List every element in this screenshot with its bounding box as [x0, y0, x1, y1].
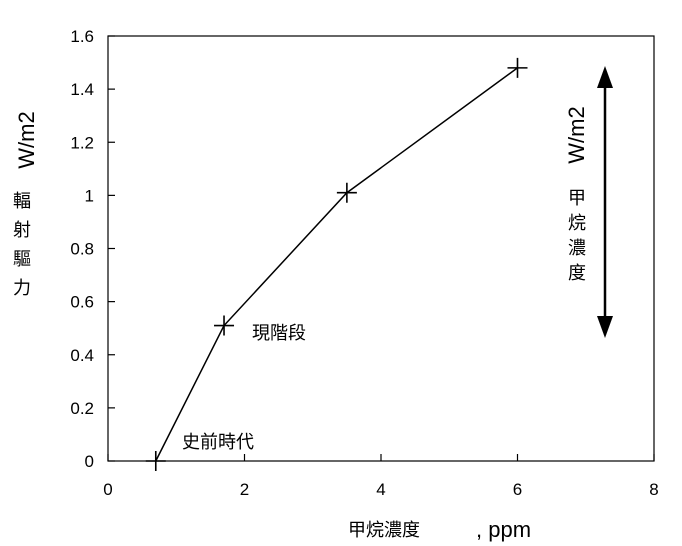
- y-tick-label: 0.4: [70, 346, 94, 365]
- side-arrow-label-char: 度: [568, 263, 586, 284]
- data-point-marker: [336, 182, 357, 203]
- side-arrow-label-char: 濃: [568, 238, 586, 259]
- y-tick-label: 1.6: [70, 27, 94, 46]
- y-axis-label-char: 力: [13, 278, 31, 299]
- y-tick-label: 1: [85, 186, 94, 205]
- y-axis-label-char: 射: [13, 220, 31, 241]
- y-tick-label: 1.2: [70, 133, 94, 152]
- annotation-present: 現階段: [252, 323, 306, 344]
- x-axis-ticks: 0 2 4 6 8: [103, 454, 659, 499]
- y-axis-label-char: 驅: [13, 249, 31, 270]
- y-tick-label: 0.2: [70, 399, 94, 418]
- y-tick-label: 1.4: [70, 80, 94, 99]
- double-arrow-icon: [597, 66, 613, 338]
- x-tick-label: 6: [513, 480, 522, 499]
- x-axis-label: 甲烷濃度: [348, 520, 420, 541]
- data-point-marker: [214, 315, 235, 336]
- y-tick-label: 0.6: [70, 293, 94, 312]
- series-group: [145, 57, 528, 471]
- series-line: [155, 67, 518, 462]
- side-arrow-label: 甲烷濃度: [568, 188, 586, 284]
- y-axis-ticks: 0 0.2 0.4 0.6 0.8 1 1.2 1.4 1.6: [70, 27, 115, 471]
- side-arrow-label-char: 甲: [568, 188, 586, 209]
- x-tick-label: 4: [376, 480, 385, 499]
- side-arrow-label-char: 烷: [568, 213, 586, 234]
- y-tick-label: 0: [85, 452, 94, 471]
- x-axis-unit: , ppm: [476, 517, 531, 542]
- x-tick-label: 0: [103, 480, 112, 499]
- data-point-marker: [145, 451, 166, 471]
- data-point-marker: [507, 57, 528, 78]
- y-axis-unit: W/m2: [14, 111, 39, 168]
- side-arrow-unit: W/m2: [564, 106, 589, 163]
- x-tick-label: 8: [649, 480, 658, 499]
- annotation-prehistoric: 史前時代: [182, 432, 254, 453]
- x-tick-label: 2: [240, 480, 249, 499]
- y-axis-label-char: 輻: [13, 191, 31, 212]
- y-tick-label: 0.8: [70, 240, 94, 259]
